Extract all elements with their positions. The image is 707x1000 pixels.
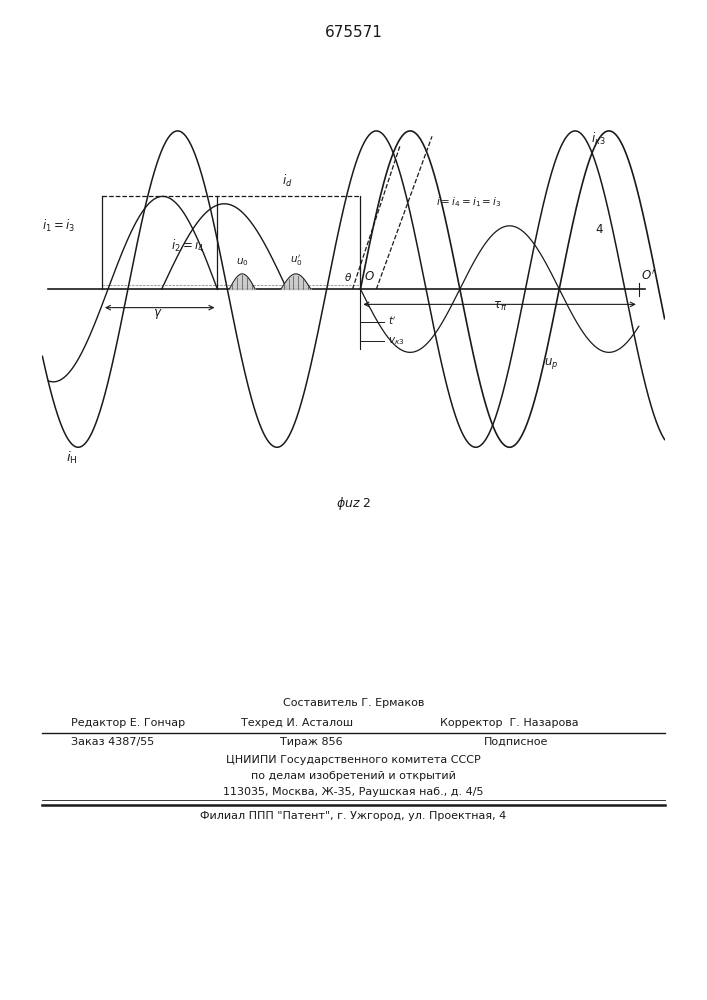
Text: $\phi u z\ 2$: $\phi u z\ 2$ bbox=[336, 495, 371, 512]
Text: $4$: $4$ bbox=[595, 223, 603, 236]
Text: Филиал ППП "Патент", г. Ужгород, ул. Проектная, 4: Филиал ППП "Патент", г. Ужгород, ул. Про… bbox=[200, 811, 507, 821]
Text: Составитель Г. Ермаков: Составитель Г. Ермаков bbox=[283, 698, 424, 708]
Text: $i_{\rm H}$: $i_{\rm H}$ bbox=[66, 450, 78, 466]
Text: $u_0^{\prime}$: $u_0^{\prime}$ bbox=[289, 253, 302, 268]
Text: Техред И. Асталош: Техред И. Асталош bbox=[241, 718, 353, 728]
Text: $i_2 = i_4$: $i_2 = i_4$ bbox=[171, 237, 204, 254]
Text: $i_1 = i_3$: $i_1 = i_3$ bbox=[42, 218, 75, 234]
Text: Редактор Е. Гончар: Редактор Е. Гончар bbox=[71, 718, 185, 728]
Text: по делам изобретений и открытий: по делам изобретений и открытий bbox=[251, 771, 456, 781]
Text: 113035, Москва, Ж-35, Раушская наб., д. 4/5: 113035, Москва, Ж-35, Раушская наб., д. … bbox=[223, 787, 484, 797]
Text: $\gamma$: $\gamma$ bbox=[153, 307, 163, 321]
Text: Заказ 4387/55: Заказ 4387/55 bbox=[71, 737, 154, 747]
Text: Тираж 856: Тираж 856 bbox=[280, 737, 342, 747]
Text: 675571: 675571 bbox=[325, 25, 382, 40]
Text: $\tau_{\pi}$: $\tau_{\pi}$ bbox=[493, 300, 507, 313]
Text: Корректор  Г. Назарова: Корректор Г. Назарова bbox=[440, 718, 578, 728]
Text: $t^{\prime}$: $t^{\prime}$ bbox=[388, 315, 397, 327]
Text: ЦНИИПИ Государственного комитета СССР: ЦНИИПИ Государственного комитета СССР bbox=[226, 755, 481, 765]
Text: $O$: $O$ bbox=[364, 270, 375, 283]
Text: $v_{\kappa 3}$: $v_{\kappa 3}$ bbox=[388, 336, 405, 347]
Text: $u_0$: $u_0$ bbox=[236, 257, 249, 268]
Text: $i = i_4 = i_1 = i_3$: $i = i_4 = i_1 = i_3$ bbox=[436, 195, 502, 209]
Text: $u_p$: $u_p$ bbox=[544, 356, 559, 371]
Text: $O'$: $O'$ bbox=[641, 268, 655, 283]
Text: $\theta$: $\theta$ bbox=[344, 271, 353, 283]
Text: $i_d$: $i_d$ bbox=[281, 173, 292, 189]
Text: Подписное: Подписное bbox=[484, 737, 549, 747]
Text: $i_{\kappa 3}$: $i_{\kappa 3}$ bbox=[591, 130, 606, 147]
